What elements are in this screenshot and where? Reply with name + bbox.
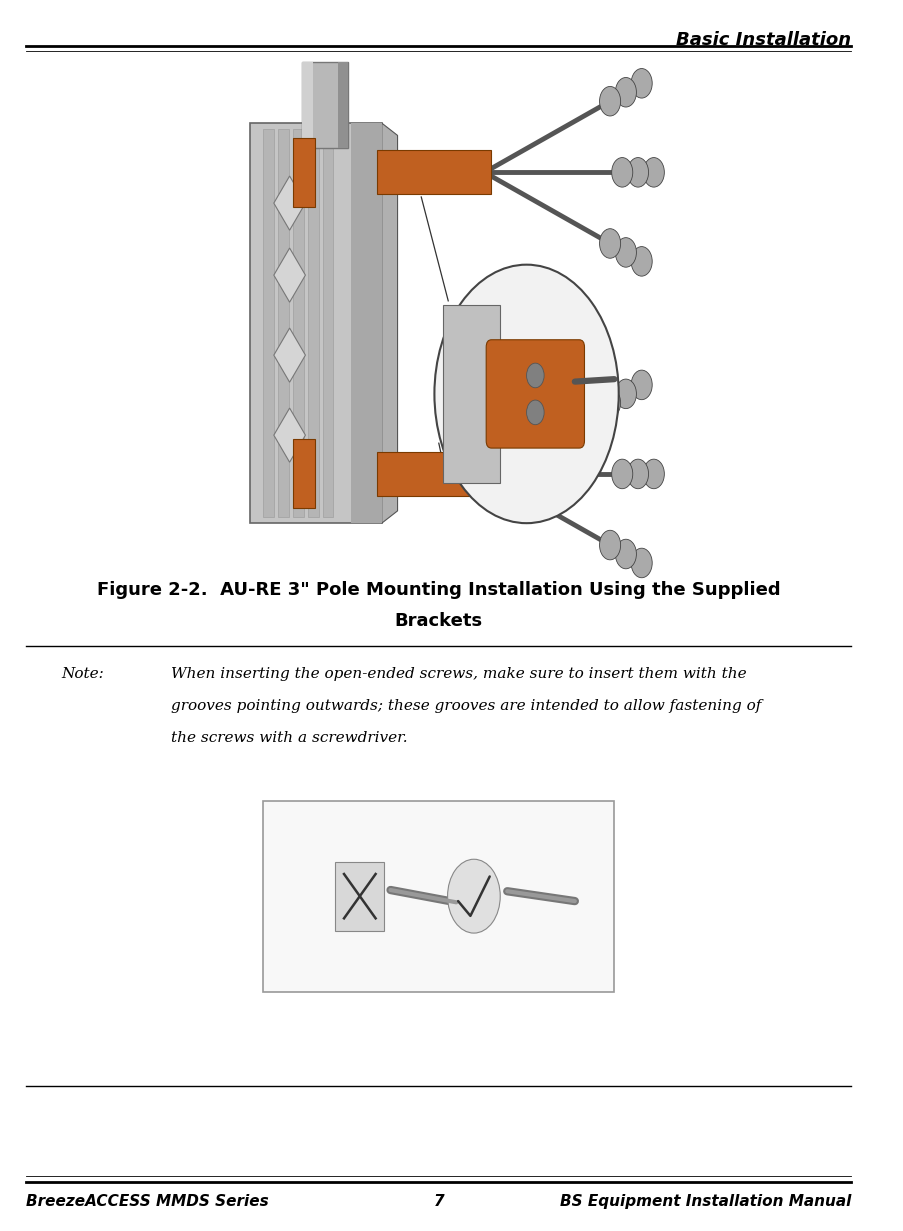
Circle shape	[434, 265, 618, 523]
Circle shape	[447, 859, 499, 933]
Bar	[302, 62, 313, 148]
Bar	[308, 129, 318, 517]
Polygon shape	[274, 409, 305, 463]
Circle shape	[615, 379, 636, 409]
Bar	[278, 129, 288, 517]
Bar	[302, 62, 347, 148]
Text: BreezeACCESS MMDS Series: BreezeACCESS MMDS Series	[26, 1194, 269, 1209]
Polygon shape	[274, 176, 305, 230]
Bar	[250, 123, 381, 523]
Text: When inserting the open-ended screws, make sure to insert them with the: When inserting the open-ended screws, ma…	[171, 667, 746, 681]
Bar	[293, 138, 315, 207]
Circle shape	[627, 459, 647, 489]
Text: 7: 7	[433, 1194, 443, 1209]
Bar	[263, 129, 274, 517]
Circle shape	[526, 400, 544, 425]
Circle shape	[630, 548, 651, 577]
Circle shape	[611, 459, 632, 489]
Text: grooves pointing outwards; these grooves are intended to allow fastening of: grooves pointing outwards; these grooves…	[171, 699, 760, 713]
Polygon shape	[381, 123, 397, 523]
Circle shape	[630, 69, 651, 98]
Bar	[293, 439, 315, 508]
Bar	[338, 62, 347, 148]
Bar	[442, 305, 499, 483]
Bar	[322, 129, 333, 517]
Polygon shape	[274, 327, 305, 382]
Text: Note:: Note:	[61, 667, 104, 681]
Bar	[377, 150, 491, 194]
Bar	[335, 862, 384, 931]
Text: the screws with a screwdriver.: the screws with a screwdriver.	[171, 731, 407, 745]
Text: Figure 2-2.  AU-RE 3" Pole Mounting Installation Using the Supplied: Figure 2-2. AU-RE 3" Pole Mounting Insta…	[97, 581, 780, 599]
Circle shape	[630, 246, 651, 276]
Text: Basic Installation: Basic Installation	[675, 31, 851, 49]
Circle shape	[526, 363, 544, 388]
Text: Brackets: Brackets	[395, 612, 482, 630]
Circle shape	[630, 371, 651, 400]
Circle shape	[599, 531, 620, 560]
Circle shape	[615, 78, 636, 107]
Circle shape	[615, 539, 636, 569]
Text: BS Equipment Installation Manual: BS Equipment Installation Manual	[559, 1194, 851, 1209]
Bar	[350, 123, 381, 523]
Bar	[377, 452, 491, 496]
Circle shape	[599, 229, 620, 259]
FancyBboxPatch shape	[486, 340, 584, 448]
Bar	[263, 801, 614, 992]
Circle shape	[611, 158, 632, 187]
Circle shape	[643, 459, 664, 489]
Bar	[293, 129, 303, 517]
Circle shape	[599, 86, 620, 116]
Polygon shape	[274, 249, 305, 303]
Circle shape	[615, 238, 636, 267]
Circle shape	[643, 158, 664, 187]
Circle shape	[599, 388, 620, 417]
Circle shape	[627, 158, 647, 187]
